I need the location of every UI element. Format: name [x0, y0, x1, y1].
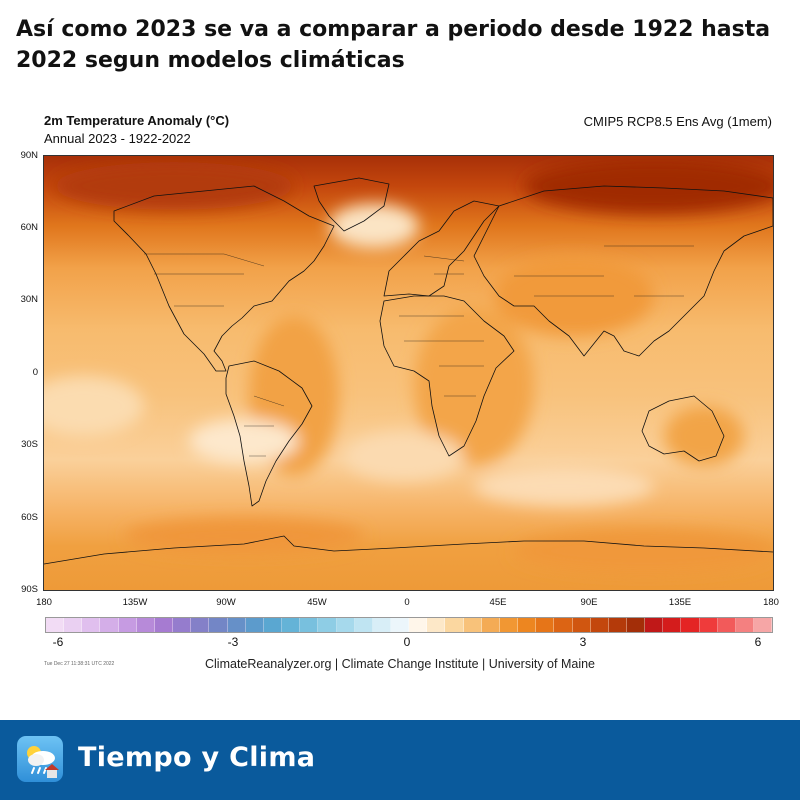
map-svg — [44, 156, 773, 590]
colorbar-tick-3: 3 — [579, 635, 587, 649]
colorbar-swatch — [372, 618, 391, 632]
colorbar-swatch — [46, 618, 65, 632]
colorbar-swatch — [409, 618, 428, 632]
headline: Así como 2023 se va a comparar a periodo… — [16, 17, 771, 73]
colorbar-swatch — [754, 618, 773, 632]
colorbar-swatch — [645, 618, 664, 632]
colorbar-swatch — [390, 618, 410, 632]
colorbar-swatch — [64, 618, 83, 632]
lon-label-135e: 135E — [668, 597, 692, 608]
brand-name: Tiempo y Clima — [78, 742, 316, 773]
colorbar — [45, 617, 773, 633]
map-subtitle: Annual 2023 - 1922-2022 — [44, 131, 191, 146]
coast-asia — [473, 185, 773, 357]
colorbar-swatch — [663, 618, 682, 632]
colorbar-swatch — [136, 618, 155, 632]
colorbar-swatch — [354, 618, 373, 632]
timestamp: Tue Dec 27 11:38:31 UTC 2022 — [44, 661, 115, 667]
lat-label-0: 0 — [32, 367, 38, 378]
lon-label-180e: 180 — [763, 597, 779, 608]
colorbar-swatch — [318, 618, 337, 632]
lat-label-60s: 60S — [21, 512, 38, 523]
lon-label-0: 0 — [404, 597, 410, 608]
colorbar-swatch — [263, 618, 283, 632]
footer-bar: Tiempo y Clima — [0, 720, 800, 800]
colorbar-swatch — [336, 618, 355, 632]
coast-europe — [383, 200, 500, 297]
coast-africa — [379, 295, 515, 457]
colorbar-swatch — [572, 618, 591, 632]
colorbar-swatch — [154, 618, 174, 632]
lon-label-45w: 45W — [307, 597, 327, 608]
lon-label-180w: 180 — [36, 597, 52, 608]
colorbar-swatch — [445, 618, 464, 632]
colorbar-swatch — [118, 618, 137, 632]
lat-label-90n: 90N — [20, 150, 38, 161]
weather-cloud-sun-rain-icon — [17, 736, 63, 782]
colorbar-swatch — [536, 618, 555, 632]
lat-label-90s: 90S — [21, 584, 38, 595]
colorbar-swatch — [608, 618, 627, 632]
credit-line: ClimateReanalyzer.org | Climate Change I… — [205, 657, 595, 671]
lon-label-45e: 45E — [489, 597, 507, 608]
colorbar-swatch — [735, 618, 755, 632]
coastlines — [44, 177, 773, 565]
colorbar-swatch — [627, 618, 646, 632]
colorbar-swatch — [282, 618, 301, 632]
coast-greenland — [313, 177, 390, 232]
colorbar-swatch — [717, 618, 736, 632]
colorbar-swatch — [209, 618, 228, 632]
colorbar-swatch — [463, 618, 482, 632]
colorbar-swatch — [427, 618, 446, 632]
colorbar-swatch — [227, 618, 246, 632]
temperature-anomaly-map — [43, 155, 774, 591]
lat-label-30s: 30S — [21, 439, 38, 450]
colorbar-swatch — [173, 618, 192, 632]
lon-label-90e: 90E — [580, 597, 598, 608]
colorbar-swatch — [191, 618, 210, 632]
colorbar-swatch — [300, 618, 319, 632]
borders — [144, 245, 694, 457]
coast-australia — [641, 395, 725, 462]
colorbar-swatch — [554, 618, 573, 632]
colorbar-swatch — [590, 618, 609, 632]
anomaly-patches — [44, 158, 773, 573]
lon-label-90w: 90W — [216, 597, 236, 608]
map-model-label: CMIP5 RCP8.5 Ens Avg (1mem) — [583, 114, 772, 129]
colorbar-tick-0: 0 — [403, 635, 411, 649]
colorbar-tick-neg6: -6 — [52, 635, 64, 649]
colorbar-tick-neg3: -3 — [227, 635, 239, 649]
coast-south-america — [225, 360, 313, 507]
colorbar-swatch — [245, 618, 264, 632]
colorbar-swatch — [499, 618, 519, 632]
map-title: 2m Temperature Anomaly (°C) — [44, 113, 230, 128]
coast-antarctica — [44, 535, 773, 565]
colorbar-swatch — [481, 618, 500, 632]
colorbar-swatch — [82, 618, 101, 632]
lat-label-60n: 60N — [20, 222, 38, 233]
colorbar-swatch — [518, 618, 537, 632]
colorbar-swatch — [100, 618, 119, 632]
colorbar-swatch — [681, 618, 700, 632]
colorbar-swatch — [699, 618, 718, 632]
coast-north-america — [113, 185, 335, 372]
lon-label-135w: 135W — [122, 597, 148, 608]
lat-label-30n: 30N — [20, 294, 38, 305]
colorbar-tick-6: 6 — [754, 635, 762, 649]
